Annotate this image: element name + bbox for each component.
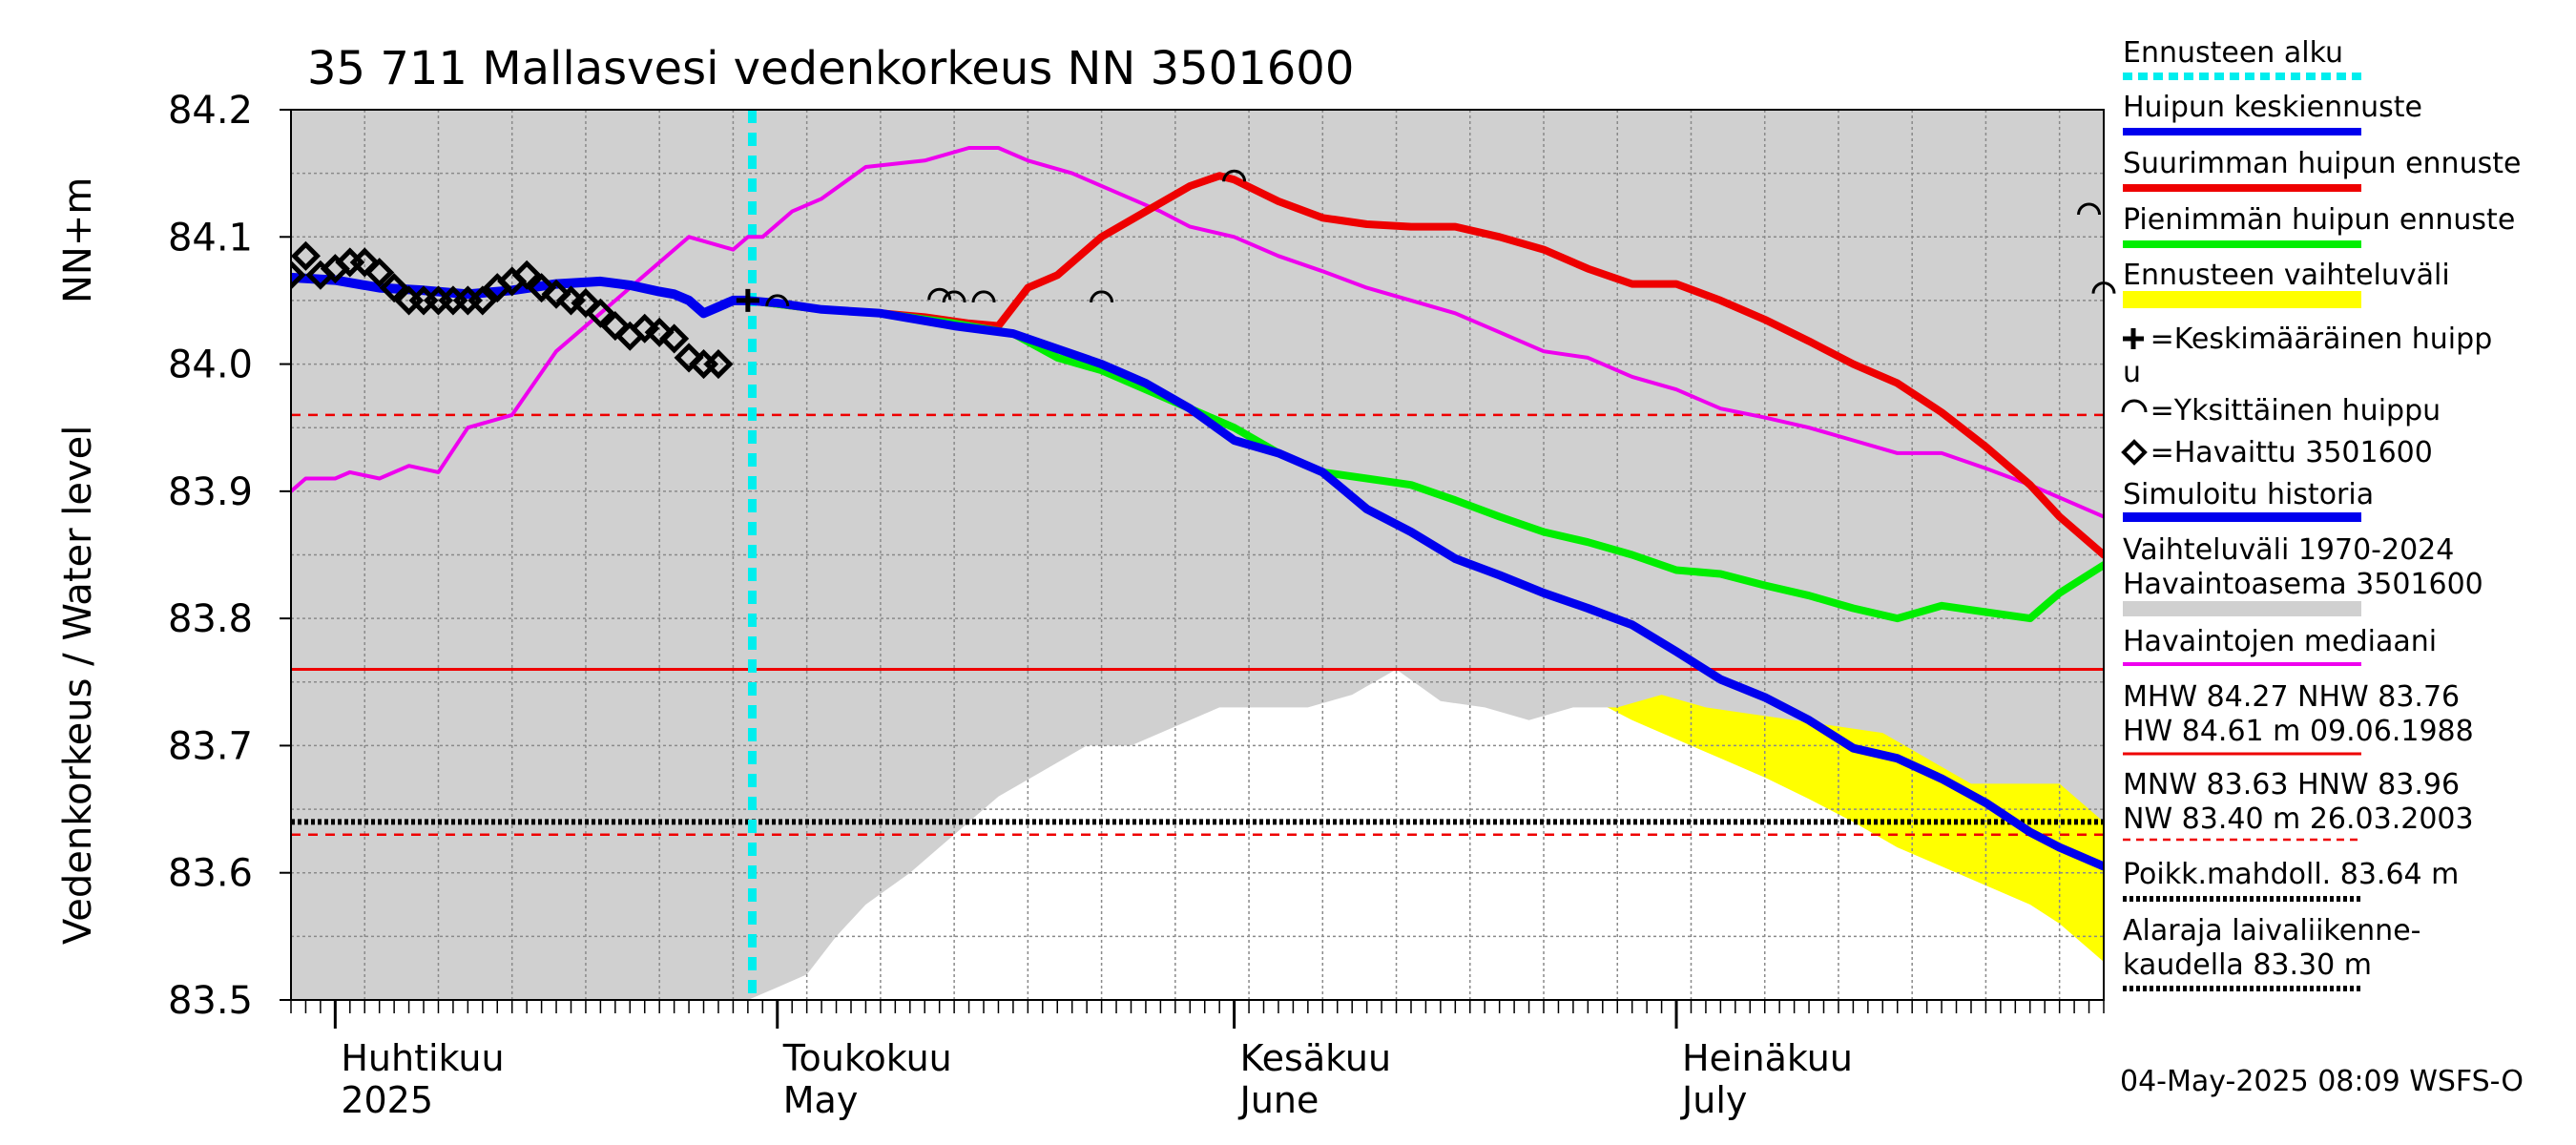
observed-point — [659, 323, 690, 354]
y-tick-label: 83.7 — [168, 724, 253, 768]
legend-stats-high-line2: HW 84.61 m 09.06.1988 — [2123, 715, 2474, 748]
observed-point — [600, 311, 631, 342]
single-peak-marker — [765, 294, 790, 307]
single-peak-marker — [1090, 290, 1114, 303]
y-tick-label: 84.1 — [168, 216, 253, 260]
legend: Ennusteen alku Huipun keskiennuste Suurimm… — [2121, 36, 2521, 991]
observed-point — [467, 285, 498, 316]
single-peak-marker — [2077, 202, 2102, 216]
y-tick-label: 83.5 — [168, 979, 253, 1023]
x-year-label: May — [783, 1079, 859, 1121]
series-median — [291, 146, 2104, 519]
series-min_peak — [743, 296, 2104, 623]
x-year-label: 2025 — [341, 1079, 433, 1121]
y-tick-label: 83.9 — [168, 470, 253, 514]
legend-alaraja-line1: Alaraja laivaliikenne- — [2123, 914, 2420, 947]
y-axis-label: Vedenkorkeus / Water level — [56, 426, 100, 945]
x-year-label: July — [1680, 1079, 1747, 1121]
legend-max-peak-label: Suurimman huipun ennuste — [2123, 147, 2521, 180]
observed-point — [541, 279, 571, 309]
legend-simulated-label: Simuloitu historia — [2123, 478, 2374, 511]
observed-point — [291, 240, 321, 271]
y-tick-label: 83.8 — [168, 597, 253, 641]
y-tick-label: 84.0 — [168, 344, 253, 387]
legend-mean-peak-label: Huipun keskiennuste — [2123, 91, 2422, 124]
legend-alaraja-line2: kaudella 83.30 m — [2123, 948, 2372, 982]
single-peak-marker — [927, 287, 952, 301]
mean-peak-marker — [736, 288, 759, 312]
legend-mean-marker-label: =Keskimääräinen huipp — [2123, 323, 2492, 356]
legend-variation-label-cont: Havaintoasema 3501600 — [2123, 568, 2483, 601]
legend-observed-label: =Havaittu 3501600 — [2123, 436, 2433, 469]
x-month-label: Huhtikuu — [341, 1037, 504, 1079]
observed-point — [585, 298, 615, 328]
legend-mean-marker-label-cont: u — [2123, 356, 2141, 389]
x-month-label: Toukokuu — [782, 1037, 952, 1079]
chart-title: 35 711 Mallasvesi vedenkorkeus NN 350160… — [307, 42, 1354, 95]
observed-point — [571, 288, 601, 319]
series-mean_peak — [743, 296, 2104, 871]
legend-single-peak-icon — [2121, 399, 2148, 413]
legend-stats-low-line2: NW 83.40 m 26.03.2003 — [2123, 802, 2474, 836]
observed-point — [379, 273, 409, 303]
observed-point — [674, 343, 704, 373]
y-tick-label: 83.6 — [168, 852, 253, 896]
y-axis-unit: NN+m — [56, 177, 100, 303]
single-peak-marker — [942, 290, 966, 303]
single-peak-marker — [971, 290, 996, 303]
legend-poikk-label: Poikk.mahdoll. 83.64 m — [2123, 858, 2459, 891]
legend-single-peak-label: =Yksittäinen huippu — [2123, 394, 2441, 427]
legend-forecast-band-swatch — [2123, 291, 2361, 308]
plot-area — [290, 109, 2116, 1001]
timestamp-footer: 04-May-2025 08:09 WSFS-O — [2120, 1065, 2524, 1098]
observed-point — [703, 349, 734, 380]
observed-point — [291, 260, 306, 290]
plot-frame — [290, 109, 2105, 1001]
legend-stats-low-line1: MNW 83.63 HNW 83.96 — [2123, 768, 2460, 802]
x-year-label: June — [1238, 1079, 1319, 1121]
observed-point — [644, 317, 675, 347]
single-peak-marker — [1222, 169, 1247, 182]
legend-mean-marker-icon — [2123, 328, 2144, 349]
x-month-label: Heinäkuu — [1682, 1037, 1853, 1079]
observed-point — [527, 273, 557, 303]
legend-min-peak-label: Pienimmän huipun ennuste — [2123, 203, 2515, 237]
y-tick-label: 84.2 — [168, 89, 253, 133]
legend-variation-swatch — [2123, 601, 2361, 616]
observed-point — [364, 258, 395, 288]
legend-observed-icon — [2121, 439, 2148, 466]
observed-point — [349, 247, 380, 278]
series-max_peak — [743, 172, 2104, 559]
legend-stats-high-line1: MHW 84.27 NHW 83.76 — [2123, 680, 2460, 714]
legend-forecast-start-label: Ennusteen alku — [2123, 36, 2343, 70]
observed-point — [511, 260, 542, 290]
y-axis-ticks: 84.2 84.1 84.0 83.9 83.8 83.7 83.6 83.5 — [168, 89, 291, 1023]
legend-forecast-band-label: Ennusteen vaihteluväli — [2123, 259, 2450, 292]
legend-median-label: Havaintojen mediaani — [2123, 625, 2437, 658]
plot-content — [291, 110, 2104, 1000]
legend-variation-label: Vaihteluväli 1970-2024 — [2123, 533, 2454, 567]
x-month-label: Kesäkuu — [1240, 1037, 1392, 1079]
